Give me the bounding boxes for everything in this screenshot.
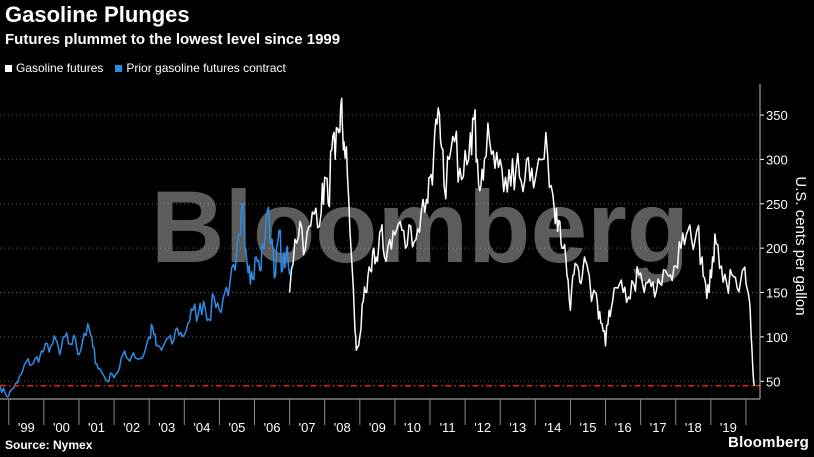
y-tick-label: 150: [766, 286, 788, 301]
legend-swatch-blue: [115, 64, 123, 72]
y-axis-label: U.S. cents per gallon: [792, 176, 809, 315]
legend-swatch-white: [5, 64, 12, 72]
x-tick-label: '04: [193, 420, 210, 435]
x-tick-label: '15: [580, 420, 597, 435]
legend-label: Prior gasoline futures contract: [126, 61, 286, 75]
x-tick-label: '16: [615, 420, 632, 435]
x-tick-label: '14: [544, 420, 561, 435]
x-tick-label: '12: [474, 420, 491, 435]
x-tick-label: '19: [720, 420, 737, 435]
source-note: Source: Nymex: [5, 438, 93, 452]
legend: Gasoline futures Prior gasoline futures …: [5, 61, 286, 75]
x-tick-label: '08: [334, 420, 351, 435]
x-tick-label: '18: [685, 420, 702, 435]
y-tick-label: 350: [766, 108, 788, 123]
axes: 50 100 150 200 250 300 350 '99 '00 '01 '02 '03 '04 '0…: [0, 84, 788, 435]
x-tick-label: '00: [53, 420, 70, 435]
chart-subtitle: Futures plummet to the lowest level sinc…: [5, 31, 341, 48]
x-tick-label: '05: [228, 420, 245, 435]
y-tick-label: 100: [766, 330, 788, 345]
bloomberg-logo: Bloomberg: [728, 434, 809, 451]
x-tick-label: '13: [509, 420, 526, 435]
x-tick-label: '99: [18, 420, 35, 435]
x-tick-label: '11: [440, 420, 456, 435]
legend-item-gasoline-futures: Gasoline futures: [5, 61, 103, 75]
series-group: [0, 97, 760, 398]
legend-item-prior-contract: Prior gasoline futures contract: [115, 61, 286, 75]
series-line-1: [288, 97, 756, 387]
y-tick-label: 250: [766, 197, 788, 212]
x-tick-label: '02: [123, 420, 140, 435]
x-tick-label: '01: [88, 420, 105, 435]
x-tick-label: '06: [264, 420, 281, 435]
y-tick-label: 300: [766, 152, 788, 167]
x-tick-label: '10: [404, 420, 421, 435]
legend-label: Gasoline futures: [16, 61, 104, 75]
x-tick-label: '07: [299, 420, 316, 435]
x-tick-label: '17: [650, 420, 667, 435]
series-line-0: [0, 203, 291, 398]
y-tick-label: 200: [766, 241, 788, 256]
chart-title: Gasoline Plunges: [5, 2, 190, 27]
x-tick-label: '09: [369, 420, 386, 435]
grid-lines: [0, 114, 760, 382]
x-tick-label: '03: [158, 420, 175, 435]
y-tick-label: 50: [766, 374, 780, 389]
